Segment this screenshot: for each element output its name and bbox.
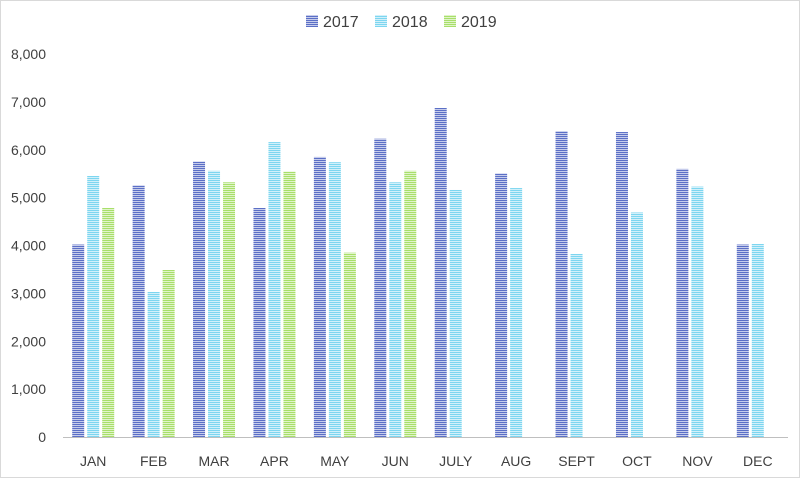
x-tick-label: MAY xyxy=(320,453,350,469)
bar-july-2017 xyxy=(434,107,447,438)
y-axis: 0 1,000 2,000 3,000 4,000 5,000 6,000 7,000 8,00… xyxy=(11,46,46,445)
x-tick-label: OCT xyxy=(622,453,652,469)
x-tick-label: DEC xyxy=(743,453,773,469)
legend-label-2019: 2019 xyxy=(461,14,497,31)
legend-swatch-2017 xyxy=(306,15,318,27)
y-tick-label: 4,000 xyxy=(11,238,46,254)
bar-jan-2017 xyxy=(72,244,85,437)
bar-nov-2018 xyxy=(691,186,704,437)
y-tick-label: 6,000 xyxy=(11,142,46,158)
y-tick-label: 7,000 xyxy=(11,94,46,110)
bar-jan-2019 xyxy=(102,207,115,437)
x-tick-label: SEPT xyxy=(558,453,595,469)
bar-apr-2019 xyxy=(283,171,296,437)
bar-dec-2018 xyxy=(751,243,764,437)
bar-feb-2018 xyxy=(147,291,160,437)
x-tick-label: MAR xyxy=(198,453,229,469)
bars xyxy=(72,107,764,438)
bar-dec-2017 xyxy=(736,244,749,437)
bar-mar-2018 xyxy=(208,170,221,437)
bar-oct-2017 xyxy=(615,132,628,437)
bar-nov-2017 xyxy=(676,168,689,437)
bar-jan-2018 xyxy=(87,175,100,438)
legend-swatch-2018 xyxy=(375,15,387,27)
x-tick-label: JUN xyxy=(382,453,409,469)
y-tick-label: 8,000 xyxy=(11,46,46,62)
x-tick-label: JAN xyxy=(80,453,106,469)
x-tick-label: APR xyxy=(260,453,289,469)
legend: 2017 2018 2019 xyxy=(306,14,497,31)
bar-may-2017 xyxy=(313,156,326,437)
bar-mar-2017 xyxy=(193,161,206,438)
legend-label-2017: 2017 xyxy=(323,14,359,31)
bar-july-2018 xyxy=(449,189,462,437)
bar-mar-2019 xyxy=(223,182,236,437)
bar-oct-2018 xyxy=(630,212,643,437)
y-tick-label: 5,000 xyxy=(11,190,46,206)
bar-apr-2017 xyxy=(253,207,266,437)
bar-sept-2018 xyxy=(570,253,583,437)
x-tick-label: JULY xyxy=(439,453,473,469)
x-tick-label: NOV xyxy=(682,453,713,469)
bar-feb-2017 xyxy=(132,185,145,437)
legend-swatch-2019 xyxy=(444,15,456,27)
legend-label-2018: 2018 xyxy=(392,14,428,31)
y-tick-label: 2,000 xyxy=(11,333,46,349)
y-tick-label: 3,000 xyxy=(11,285,46,301)
y-tick-label: 1,000 xyxy=(11,381,46,397)
x-tick-label: AUG xyxy=(501,453,531,469)
bar-jun-2019 xyxy=(404,170,417,437)
bar-feb-2019 xyxy=(162,269,175,437)
bar-jun-2017 xyxy=(374,138,387,437)
bar-may-2018 xyxy=(328,162,341,437)
y-tick-label: 0 xyxy=(38,429,46,445)
bar-aug-2017 xyxy=(495,173,508,438)
x-axis: JAN FEB MAR APR MAY JUN JULY AUG SEPT OCT NOV DEC xyxy=(80,453,773,469)
bar-sept-2017 xyxy=(555,131,568,438)
bar-aug-2018 xyxy=(510,188,523,437)
bar-apr-2018 xyxy=(268,142,281,437)
bar-may-2019 xyxy=(343,252,356,437)
bar-jun-2018 xyxy=(389,182,402,437)
x-tick-label: FEB xyxy=(140,453,167,469)
